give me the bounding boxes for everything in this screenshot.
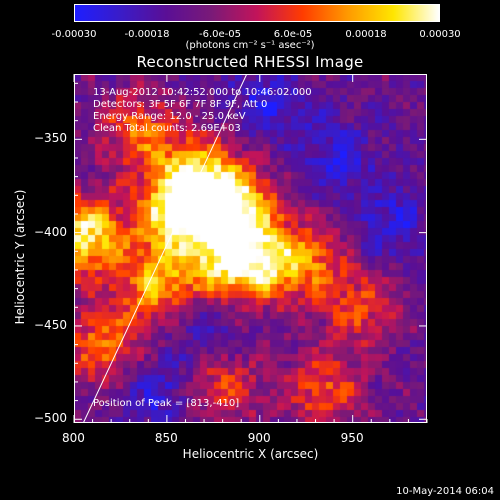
colorbar-unit-label: (photons cm⁻² s⁻¹ asec⁻²)	[185, 40, 315, 51]
x-tick-label: 850	[154, 431, 178, 445]
y-axis-label: Heliocentric Y (arcsec)	[13, 189, 27, 325]
plot-overlay	[82, 74, 248, 423]
solar-limb-line	[82, 74, 248, 423]
y-tick-label: −500	[34, 411, 67, 426]
x-tick-label: 900	[247, 431, 271, 445]
x-tick-label: 950	[340, 431, 364, 445]
annotation-detectors: Detectors: 3F 5F 6F 7F 8F 9F, Att 0	[93, 99, 268, 110]
x-tick-label: 800	[62, 431, 85, 445]
annotation-clean-counts: Clean Total counts: 2.69E+03	[93, 123, 241, 134]
colorbar	[74, 4, 440, 22]
chart-title: Reconstructed RHESSI Image	[136, 53, 364, 71]
annotation-peak-position: Position of Peak = [813,-410]	[93, 398, 240, 409]
y-tick-label: −350	[34, 131, 67, 146]
annotation-energy-range: Energy Range: 12.0 - 25.0 keV	[93, 111, 246, 122]
heatmap-image	[74, 74, 427, 423]
colorbar-tick: 0.00018	[345, 29, 387, 40]
timestamp: 10-May-2014 06:04	[396, 486, 494, 497]
y-tick-label: −400	[34, 224, 67, 239]
colorbar-tick: -0.00030	[51, 29, 97, 40]
annotation-time-range: 13-Aug-2012 10:42:52.000 to 10:46:02.000	[93, 87, 312, 98]
colorbar-tick: -6.0e-05	[199, 29, 241, 40]
colorbar-tick: 6.0e-05	[273, 29, 313, 40]
colorbar-tick: 0.00030	[419, 29, 461, 40]
heatmap-plot-area: 13-Aug-2012 10:42:52.000 to 10:46:02.000…	[74, 74, 427, 423]
y-tick-label: −450	[34, 317, 67, 332]
x-axis-label: Heliocentric X (arcsec)	[182, 447, 319, 461]
colorbar-tick: -0.00018	[124, 29, 170, 40]
